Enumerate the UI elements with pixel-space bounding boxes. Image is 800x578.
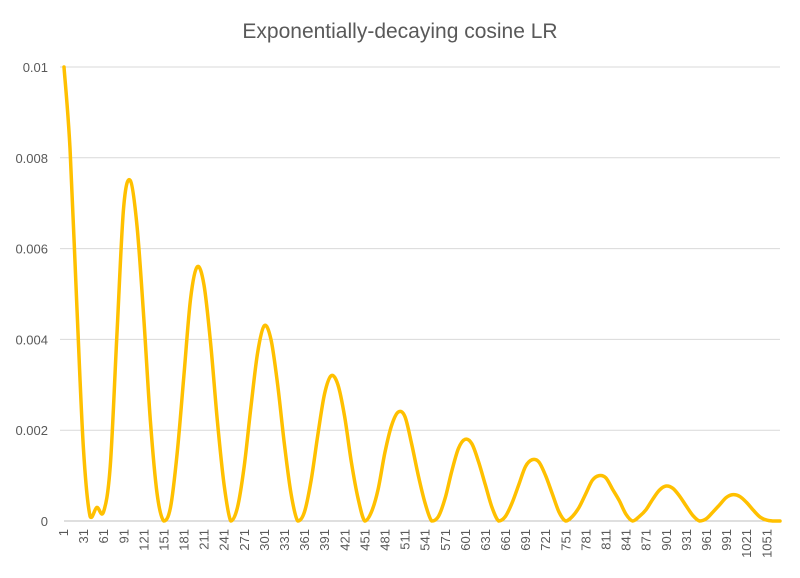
x-tick-label: 121 bbox=[136, 529, 151, 551]
x-tick-label: 91 bbox=[116, 529, 131, 543]
x-tick-label: 1 bbox=[56, 529, 71, 536]
x-tick-label: 61 bbox=[96, 529, 111, 543]
x-tick-label: 661 bbox=[498, 529, 513, 551]
x-tick-label: 601 bbox=[458, 529, 473, 551]
x-tick-label: 781 bbox=[578, 529, 593, 551]
x-tick-label: 241 bbox=[217, 529, 232, 551]
x-tick-label: 691 bbox=[518, 529, 533, 551]
y-tick-label: 0.01 bbox=[23, 60, 48, 75]
x-tick-label: 271 bbox=[237, 529, 252, 551]
x-tick-label: 151 bbox=[156, 529, 171, 551]
x-tick-label: 541 bbox=[418, 529, 433, 551]
x-tick-label: 631 bbox=[478, 529, 493, 551]
chart-title: Exponentially-decaying cosine LR bbox=[242, 20, 557, 43]
x-tick-label: 1021 bbox=[739, 529, 754, 558]
x-tick-label: 181 bbox=[177, 529, 192, 551]
x-tick-label: 331 bbox=[277, 529, 292, 551]
series-line bbox=[62, 65, 782, 523]
x-tick-label: 961 bbox=[699, 529, 714, 551]
x-tick-label: 871 bbox=[639, 529, 654, 551]
x-tick-label: 511 bbox=[398, 529, 413, 550]
x-tick-label: 31 bbox=[76, 529, 91, 543]
x-tick-label: 1051 bbox=[759, 529, 774, 558]
x-tick-label: 361 bbox=[297, 529, 312, 551]
x-tick-label: 211 bbox=[197, 529, 212, 550]
x-tick-label: 841 bbox=[619, 529, 634, 551]
y-tick-label: 0 bbox=[41, 514, 48, 529]
x-tick-label: 751 bbox=[558, 529, 573, 551]
y-axis-tick-labels: 0 0.002 0.004 0.006 0.008 0.01 bbox=[15, 60, 48, 529]
y-tick-label: 0.002 bbox=[15, 423, 48, 438]
x-tick-label: 931 bbox=[679, 529, 694, 551]
x-tick-label: 301 bbox=[257, 529, 272, 551]
x-tick-label: 721 bbox=[538, 529, 553, 551]
x-tick-label: 811 bbox=[599, 529, 614, 550]
x-tick-label: 991 bbox=[719, 529, 734, 551]
y-tick-label: 0.006 bbox=[15, 242, 48, 257]
x-tick-label: 391 bbox=[317, 529, 332, 551]
x-tick-label: 901 bbox=[659, 529, 674, 551]
x-tick-label: 481 bbox=[377, 529, 392, 551]
x-tick-label: 571 bbox=[438, 529, 453, 551]
y-tick-label: 0.004 bbox=[15, 332, 48, 347]
x-tick-label: 421 bbox=[337, 529, 352, 551]
y-tick-label: 0.008 bbox=[15, 151, 48, 166]
x-tick-label: 451 bbox=[357, 529, 372, 551]
x-axis-tick-labels: 1 31 61 91 121 151 181 211 241 271 301 331 361 391 421… bbox=[56, 529, 774, 558]
